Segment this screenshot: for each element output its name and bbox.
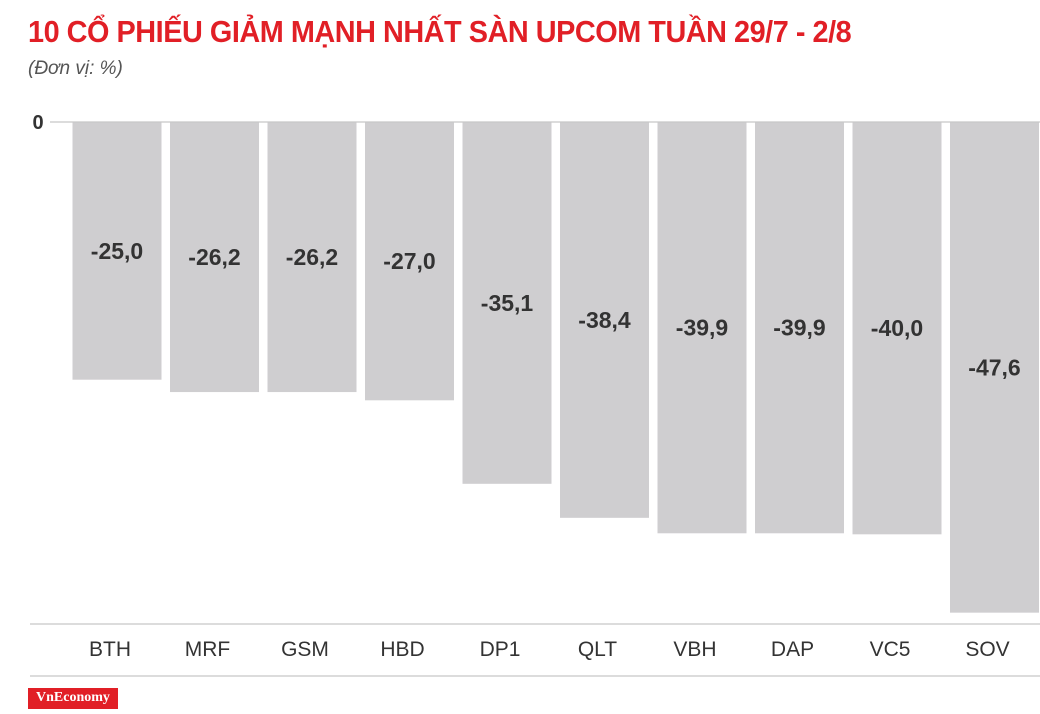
axis-layer: 0 BTH MRF GSM HBD DP1 QLT VBH DAP VC5 SOV <box>30 112 1040 677</box>
data-label: -35,1 <box>481 290 534 316</box>
x-tick-label: VC5 <box>870 638 911 661</box>
x-tick-label: DP1 <box>480 638 521 661</box>
data-label: -39,9 <box>773 315 825 341</box>
chart-title: 10 CỔ PHIẾU GIẢM MẠNH NHẤT SÀN UPCOM TUẦ… <box>28 14 852 49</box>
x-tick-label: GSM <box>281 638 329 661</box>
data-label: -47,6 <box>968 354 1020 380</box>
x-tick-label: DAP <box>771 638 814 661</box>
x-tick-label: MRF <box>185 638 231 661</box>
bar-hbd <box>365 122 454 401</box>
x-tick-label: VBH <box>673 638 716 661</box>
data-label: -26,2 <box>286 244 338 270</box>
bar-vbh <box>657 122 747 534</box>
bar-mrf <box>170 122 259 393</box>
x-tick-label: HBD <box>380 638 424 661</box>
y-tick-label: 0 <box>32 112 43 134</box>
data-label: -26,2 <box>188 244 240 270</box>
bar-dap <box>755 122 844 534</box>
bar-sov <box>950 122 1039 613</box>
bar-bth <box>72 122 162 380</box>
bars-layer <box>72 122 1039 613</box>
data-label: -27,0 <box>383 248 435 274</box>
x-tick-label: BTH <box>89 638 131 661</box>
bar-dp1 <box>462 122 552 484</box>
data-labels-layer: -25,0 -26,2 -26,2 -27,0 -35,1 -38,4 -39,9 -39,9… <box>91 238 1021 380</box>
data-label: -25,0 <box>91 238 143 264</box>
data-label: -38,4 <box>578 307 631 333</box>
x-tick-label: QLT <box>578 638 617 661</box>
unit-label: (Đơn vị: %) <box>28 58 123 79</box>
bar-gsm <box>267 122 357 393</box>
data-label: -40,0 <box>871 315 923 341</box>
bar-qlt <box>560 122 649 518</box>
bar-vc5 <box>852 122 942 535</box>
data-label: -39,9 <box>676 315 728 341</box>
x-tick-label: SOV <box>965 638 1009 661</box>
brand-logo: VnEconomy <box>28 688 118 709</box>
